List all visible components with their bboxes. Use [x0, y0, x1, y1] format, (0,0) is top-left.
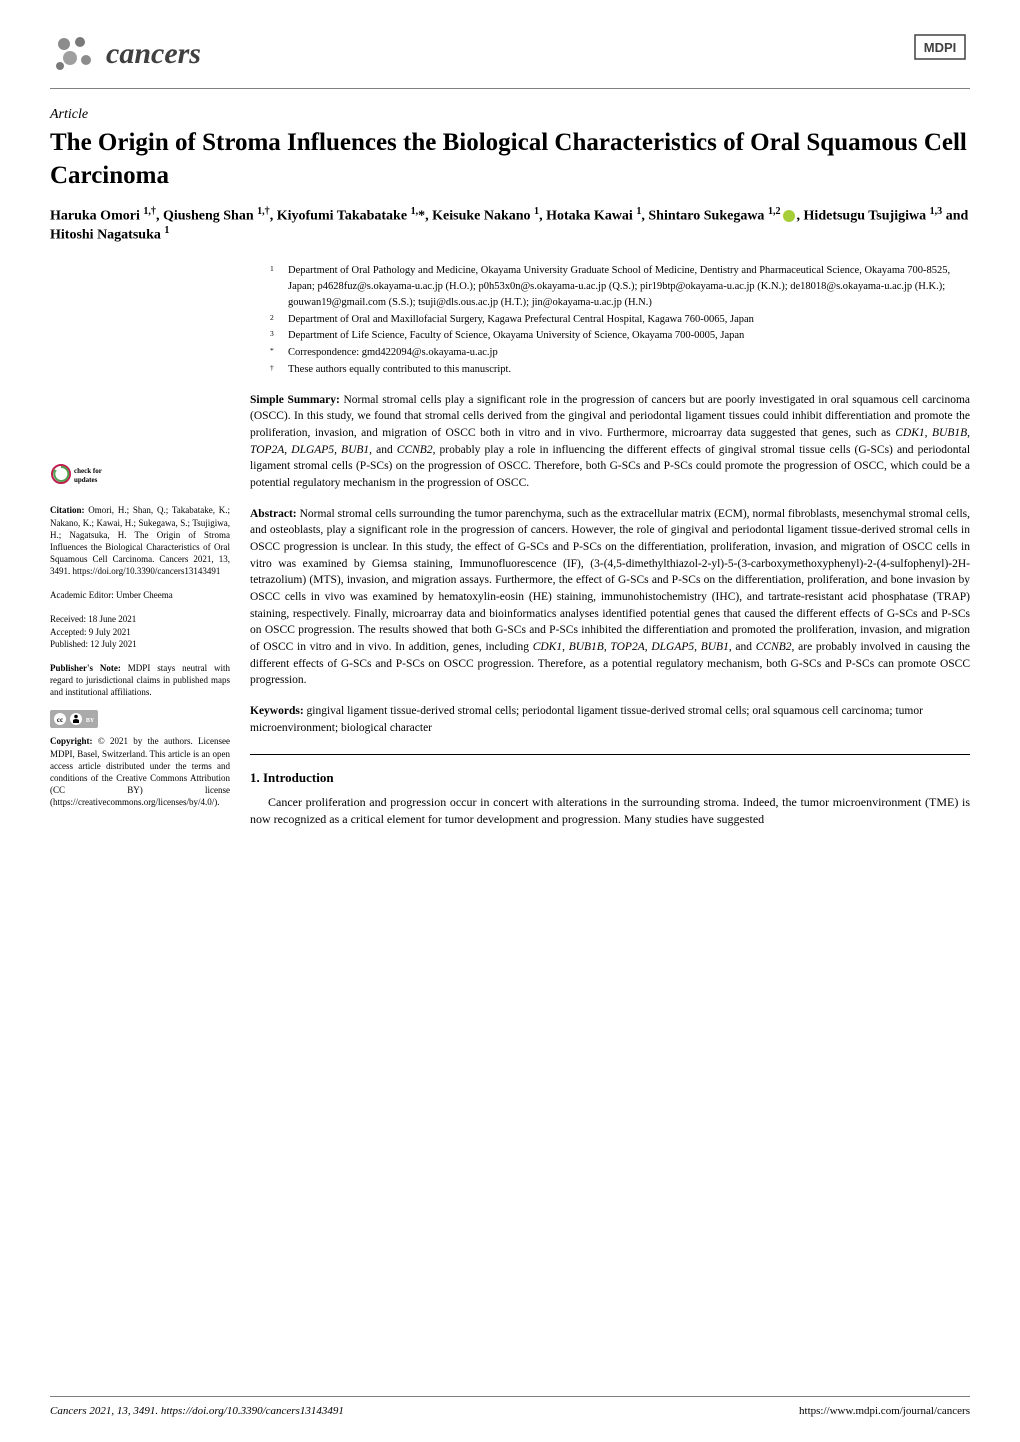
introduction-heading: 1. Introduction	[250, 769, 970, 787]
cc-by-icon: cc BY	[50, 710, 98, 728]
abstract-block: Abstract: Normal stromal cells surroundi…	[250, 506, 970, 689]
affiliation-number: 1	[270, 263, 278, 310]
affiliation-item: † These authors equally contributed to th…	[270, 362, 970, 378]
affiliation-text: Correspondence: gmd422094@s.okayama-u.ac…	[288, 345, 498, 361]
publishers-note-heading: Publisher's Note:	[50, 663, 121, 673]
right-content: 1Department of Oral Pathology and Medici…	[250, 263, 970, 828]
date-published: Published: 12 July 2021	[50, 638, 230, 650]
keywords-heading: Keywords:	[250, 705, 304, 717]
journal-name: cancers	[106, 37, 201, 71]
affiliation-item: 2 Department of Oral and Maxillofacial Su…	[270, 312, 970, 328]
affiliation-number: †	[270, 362, 278, 378]
section-divider	[250, 754, 970, 755]
simple-summary-text: Normal stromal cells play a significant …	[250, 394, 970, 489]
editor-block: Academic Editor: Umber Cheema	[50, 589, 230, 601]
orcid-icon	[783, 210, 795, 222]
introduction-text: Cancer proliferation and progression occ…	[250, 794, 970, 829]
simple-summary-heading: Simple Summary:	[250, 394, 340, 406]
copyright-heading: Copyright:	[50, 736, 93, 746]
journal-logo-left: cancers	[50, 30, 201, 78]
svg-text:MDPI: MDPI	[924, 40, 957, 55]
copyright-text: © 2021 by the authors. Licensee MDPI, Ba…	[50, 736, 230, 807]
keywords-block: Keywords: gingival ligament tissue-deriv…	[250, 703, 970, 736]
affiliations-list: 1Department of Oral Pathology and Medici…	[250, 263, 970, 377]
left-sidebar: check for updates Citation: Omori, H.; S…	[50, 263, 230, 828]
affiliation-text: Department of Oral and Maxillofacial Sur…	[288, 312, 754, 328]
copyright-block: cc BY Copyright: © 2021 by the authors. …	[50, 710, 230, 808]
mdpi-logo-icon: MDPI	[910, 30, 970, 70]
check-updates-badge[interactable]: check for updates	[50, 463, 230, 490]
affiliation-item: * Correspondence: gmd422094@s.okayama-u.a…	[270, 345, 970, 361]
citation-block: Citation: Omori, H.; Shan, Q.; Takabatak…	[50, 504, 230, 577]
dates-block: Received: 18 June 2021 Accepted: 9 July …	[50, 613, 230, 649]
date-received: Received: 18 June 2021	[50, 613, 230, 625]
affiliation-number: *	[270, 345, 278, 361]
editor-heading: Academic Editor:	[50, 590, 114, 600]
citation-heading: Citation:	[50, 505, 85, 515]
main-content: check for updates Citation: Omori, H.; S…	[0, 243, 1020, 828]
affiliation-text: These authors equally contributed to thi…	[288, 362, 511, 378]
affiliation-item: 3 Department of Life Science, Faculty of …	[270, 328, 970, 344]
citation-text: Omori, H.; Shan, Q.; Takabatake, K.; Nak…	[50, 505, 230, 576]
footer-url: https://www.mdpi.com/journal/cancers	[799, 1405, 970, 1417]
affiliation-number: 3	[270, 328, 278, 344]
date-accepted: Accepted: 9 July 2021	[50, 626, 230, 638]
svg-text:cc: cc	[57, 716, 63, 724]
affiliation-item: 1Department of Oral Pathology and Medici…	[270, 263, 970, 310]
check-updates-icon: check for updates	[50, 463, 110, 487]
article-type: Article	[0, 89, 1020, 127]
page-header: cancers MDPI	[0, 0, 1020, 88]
keywords-text: gingival ligament tissue-derived stromal…	[250, 705, 923, 734]
cancers-logo-icon	[50, 30, 98, 78]
svg-text:check for: check for	[74, 467, 102, 475]
svg-text:BY: BY	[86, 718, 95, 724]
affiliation-number: 2	[270, 312, 278, 328]
abstract-heading: Abstract:	[250, 508, 297, 520]
affiliation-text: Department of Life Science, Faculty of S…	[288, 328, 744, 344]
svg-text:updates: updates	[74, 476, 98, 484]
article-title: The Origin of Stroma Influences the Biol…	[0, 127, 1020, 192]
publishers-note-block: Publisher's Note: MDPI stays neutral wit…	[50, 662, 230, 698]
editor-text: Umber Cheema	[114, 590, 173, 600]
footer-citation: Cancers 2021, 13, 3491. https://doi.org/…	[50, 1405, 344, 1417]
abstract-text: Normal stromal cells surrounding the tum…	[250, 508, 970, 687]
authors-list: Haruka Omori 1,†, Qiusheng Shan 1,†, Kiy…	[0, 192, 1020, 243]
simple-summary-block: Simple Summary: Normal stromal cells pla…	[250, 392, 970, 492]
affiliation-text: Department of Oral Pathology and Medicin…	[288, 263, 970, 310]
page-footer: Cancers 2021, 13, 3491. https://doi.org/…	[50, 1396, 970, 1417]
